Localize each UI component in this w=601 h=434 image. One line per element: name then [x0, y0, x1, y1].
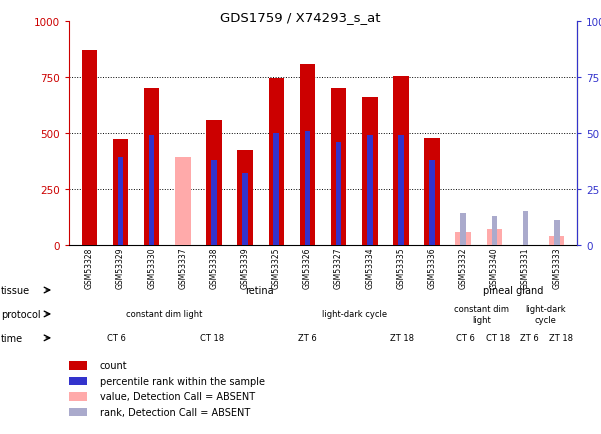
- Text: ZT 6: ZT 6: [520, 334, 538, 342]
- Text: CT 6: CT 6: [108, 334, 126, 342]
- Text: count: count: [100, 361, 127, 371]
- Bar: [331, 89, 346, 245]
- Bar: [492, 216, 497, 245]
- Bar: [554, 220, 560, 245]
- Bar: [336, 142, 341, 245]
- Text: ZT 6: ZT 6: [297, 334, 317, 342]
- Text: tissue: tissue: [1, 286, 30, 295]
- Bar: [118, 158, 123, 245]
- Text: protocol: protocol: [1, 309, 41, 319]
- Text: ZT 18: ZT 18: [549, 334, 573, 342]
- Text: CT 18: CT 18: [486, 334, 510, 342]
- Text: constant dim
light: constant dim light: [454, 305, 509, 324]
- Bar: [206, 121, 222, 245]
- Text: value, Detection Call = ABSENT: value, Detection Call = ABSENT: [100, 391, 255, 401]
- Bar: [424, 139, 440, 245]
- Bar: [429, 160, 435, 245]
- Bar: [175, 158, 191, 245]
- Text: rank, Detection Call = ABSENT: rank, Detection Call = ABSENT: [100, 407, 250, 417]
- Bar: [237, 150, 253, 245]
- Text: time: time: [1, 333, 23, 343]
- Text: constant dim light: constant dim light: [126, 310, 203, 319]
- Text: CT 6: CT 6: [456, 334, 475, 342]
- Bar: [523, 212, 528, 245]
- Bar: [393, 76, 409, 245]
- Text: pineal gland: pineal gland: [483, 286, 544, 295]
- Text: GDS1759 / X74293_s_at: GDS1759 / X74293_s_at: [220, 11, 381, 24]
- Bar: [269, 79, 284, 245]
- Text: light-dark cycle: light-dark cycle: [322, 310, 387, 319]
- Bar: [273, 134, 279, 245]
- Text: CT 18: CT 18: [200, 334, 224, 342]
- Bar: [211, 160, 217, 245]
- Text: light-dark
cycle: light-dark cycle: [525, 305, 566, 324]
- Text: retina: retina: [245, 286, 274, 295]
- Bar: [398, 136, 404, 245]
- Bar: [242, 174, 248, 245]
- Bar: [362, 98, 377, 245]
- Bar: [69, 392, 87, 401]
- Text: ZT 18: ZT 18: [391, 334, 414, 342]
- Bar: [460, 214, 466, 245]
- Bar: [69, 408, 87, 416]
- Text: percentile rank within the sample: percentile rank within the sample: [100, 376, 264, 386]
- Bar: [69, 377, 87, 385]
- Bar: [456, 233, 471, 245]
- Bar: [549, 236, 564, 245]
- Bar: [69, 362, 87, 370]
- Bar: [300, 65, 316, 245]
- Bar: [305, 131, 310, 245]
- Bar: [113, 140, 128, 245]
- Bar: [82, 51, 97, 245]
- Bar: [149, 136, 154, 245]
- Bar: [487, 230, 502, 245]
- Bar: [144, 89, 159, 245]
- Bar: [367, 136, 373, 245]
